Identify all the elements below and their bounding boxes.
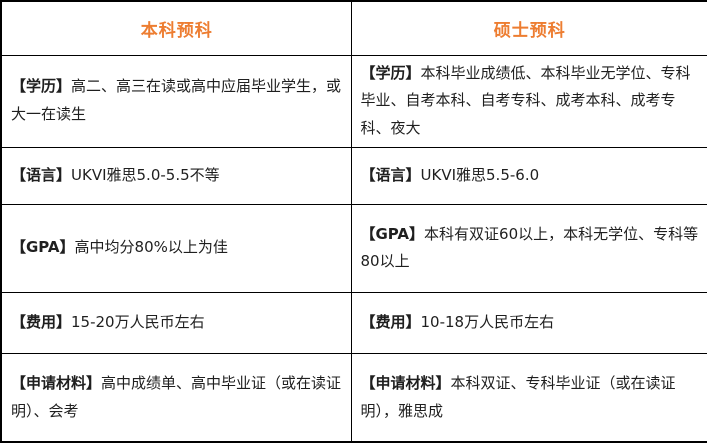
cell-undergrad-language: 【语言】UKVI雅思5.0-5.5不等 — [0, 146, 352, 205]
cell-text: 15-20万人民币左右 — [71, 312, 205, 331]
table-row-cost: 【费用】15-20万人民币左右 【费用】10-18万人民币左右 — [0, 291, 707, 354]
cell-text: 10-18万人民币左右 — [420, 312, 555, 331]
cell-master-materials: 【申请材料】本科双证、专科毕业证（或在读证明），雅思成 — [350, 352, 707, 443]
cell-master-education: 【学历】本科毕业成绩低、本科毕业无学位、专科毕业、自考本科、自考专科、成考本科、… — [350, 54, 707, 148]
cell-label: 【费用】 — [360, 312, 421, 331]
table-row-gpa: 【GPA】高中均分80%以上为佳 【GPA】本科有双证60以上，本科无学位、专科… — [0, 203, 707, 293]
cell-undergrad-education: 【学历】高二、高三在读或高中应届毕业学生，或大一在读生 — [0, 54, 352, 148]
cell-label: 【费用】 — [11, 312, 72, 331]
header-row: 本科预科 硕士预科 — [0, 0, 707, 56]
table-row-education: 【学历】高二、高三在读或高中应届毕业学生，或大一在读生 【学历】本科毕业成绩低、… — [0, 54, 707, 148]
column-header-master-foundation: 硕士预科 — [350, 0, 707, 56]
cell-master-cost: 【费用】10-18万人民币左右 — [350, 291, 707, 354]
column-header-undergrad-foundation: 本科预科 — [0, 0, 352, 56]
cell-undergrad-gpa: 【GPA】高中均分80%以上为佳 — [0, 203, 352, 293]
cell-text: 高二、高三在读或高中应届毕业学生，或大一在读生 — [11, 77, 342, 124]
cell-undergrad-materials: 【申请材料】高中成绩单、高中毕业证（或在读证明）、会考 — [0, 352, 352, 443]
table-row-application-materials: 【申请材料】高中成绩单、高中毕业证（或在读证明）、会考 【申请材料】本科双证、专… — [0, 352, 707, 443]
cell-label: 【GPA】 — [360, 224, 425, 243]
cell-text: UKVI雅思5.0-5.5不等 — [71, 165, 220, 184]
cell-text: 本科有双证60以上，本科无学位、专科等80以上 — [360, 224, 699, 271]
cell-master-gpa: 【GPA】本科有双证60以上，本科无学位、专科等80以上 — [350, 203, 707, 293]
table-row-language: 【语言】UKVI雅思5.0-5.5不等 【语言】UKVI雅思5.5-6.0 — [0, 146, 707, 205]
cell-label: 【语言】 — [360, 165, 421, 184]
cell-text: 高中成绩单、高中毕业证（或在读证明）、会考 — [11, 373, 342, 420]
cell-text: 本科双证、专科毕业证（或在读证明），雅思成 — [360, 373, 676, 420]
cell-master-language: 【语言】UKVI雅思5.5-6.0 — [350, 146, 707, 205]
cell-label: 【申请材料】 — [11, 373, 102, 392]
cell-label: 【申请材料】 — [360, 373, 451, 392]
cell-text: 本科毕业成绩低、本科毕业无学位、专科毕业、自考本科、自考专科、成考本科、成考专科… — [360, 63, 691, 138]
cell-label: 【学历】 — [360, 63, 421, 82]
cell-label: 【学历】 — [11, 77, 72, 96]
cell-undergrad-cost: 【费用】15-20万人民币左右 — [0, 291, 352, 354]
cell-text: UKVI雅思5.5-6.0 — [420, 165, 540, 184]
cell-label: 【语言】 — [11, 165, 72, 184]
cell-text: 高中均分80%以上为佳 — [74, 238, 228, 257]
cell-label: 【GPA】 — [11, 238, 75, 257]
